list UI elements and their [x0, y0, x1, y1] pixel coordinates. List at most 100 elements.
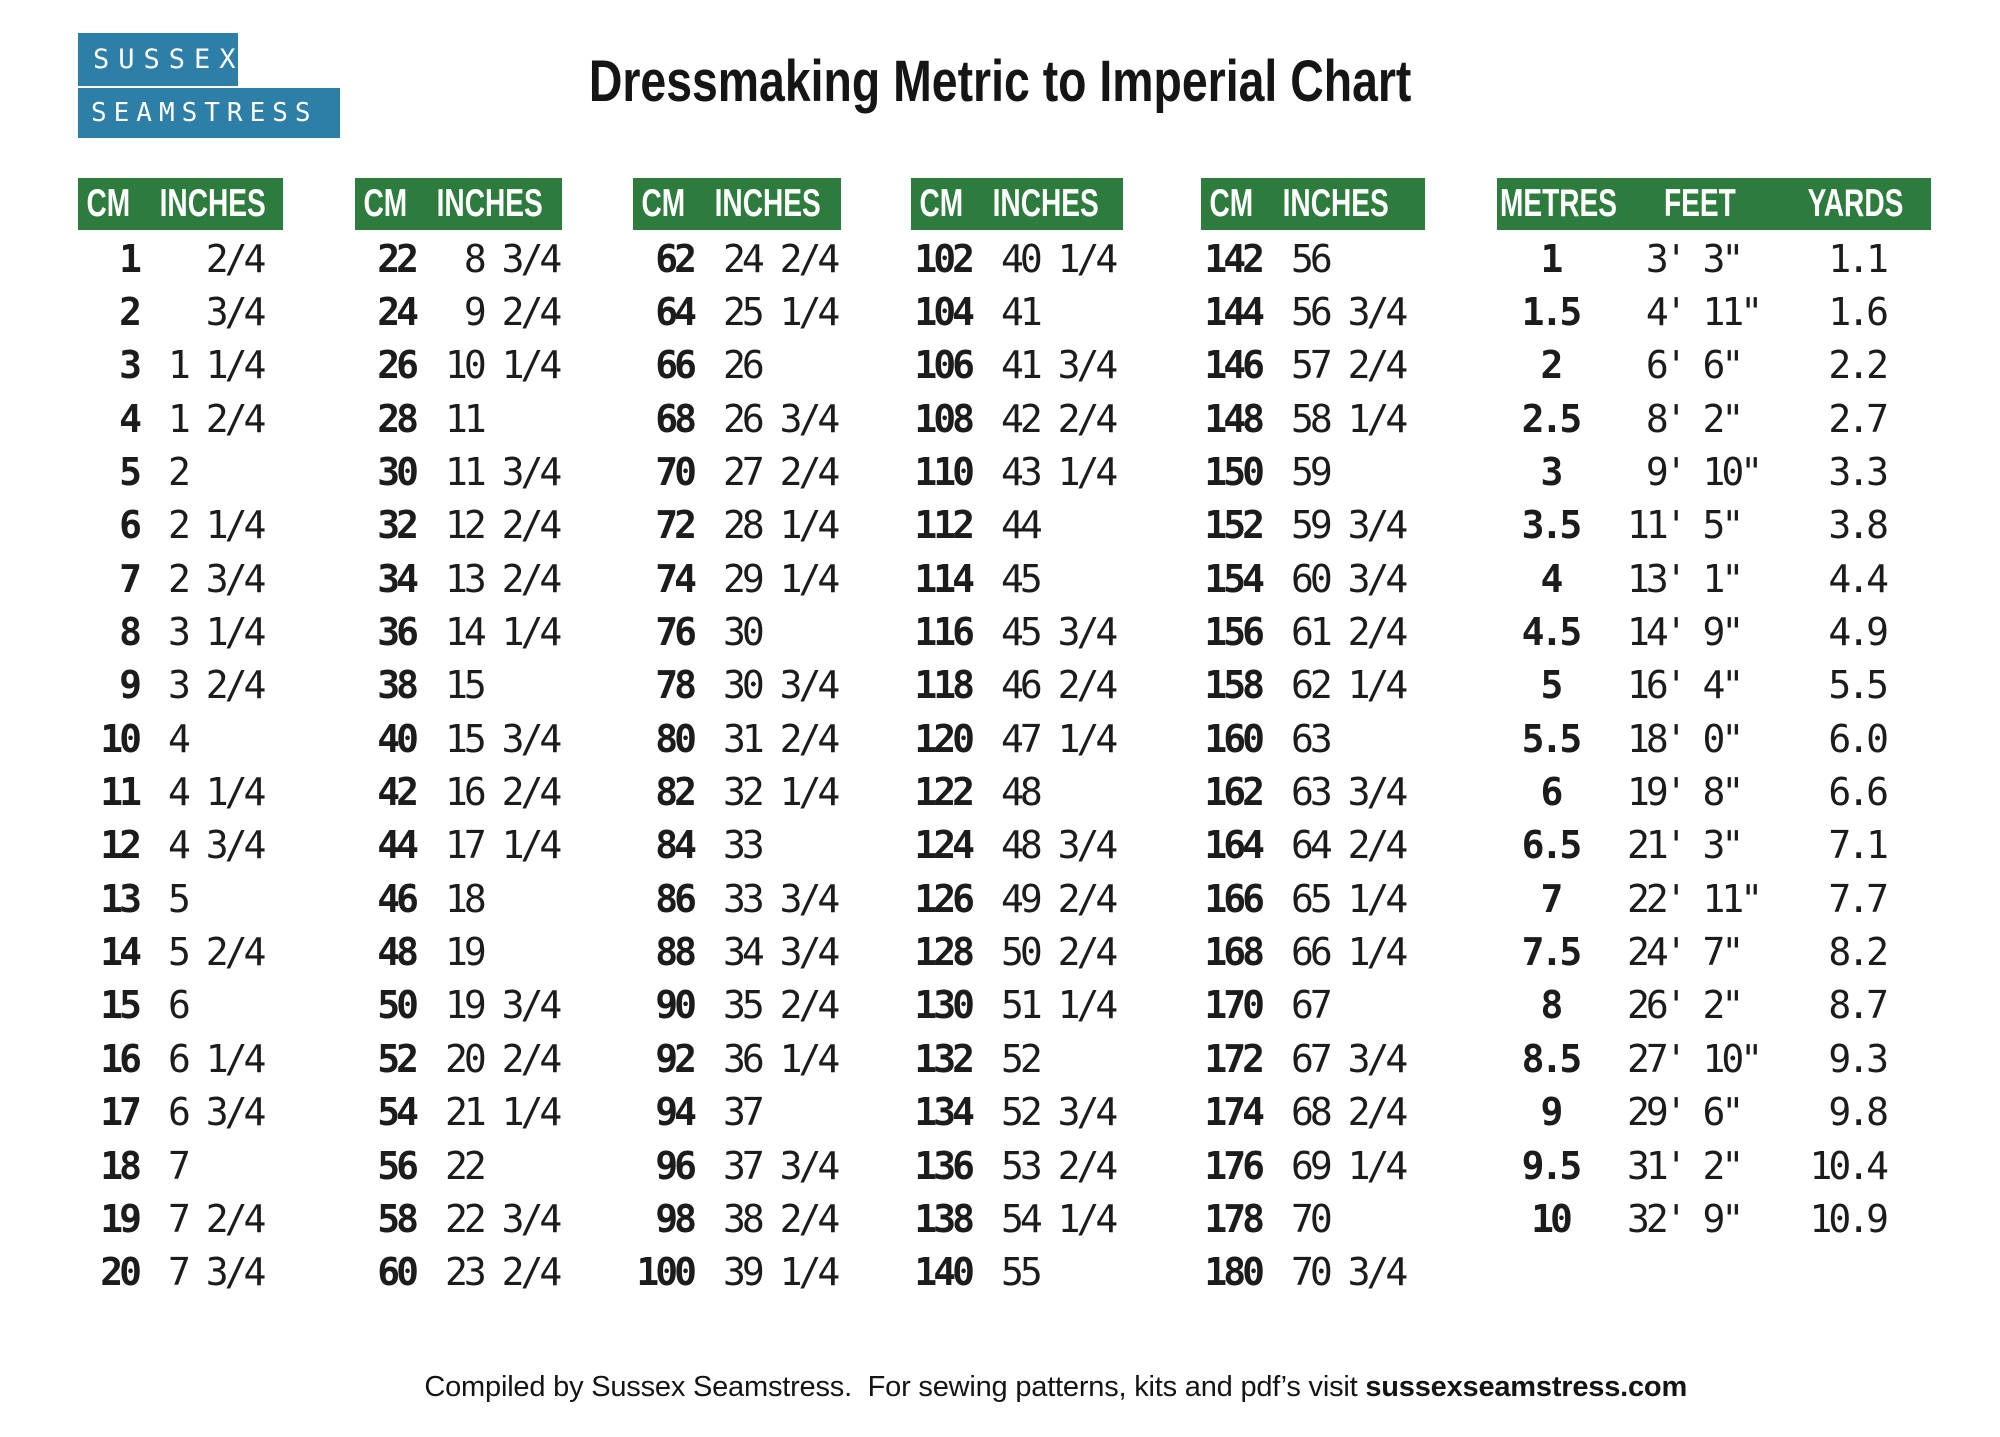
table-row: 60 23 2/4 — [355, 1246, 562, 1299]
metres-value: 9.5 — [1521, 1143, 1583, 1188]
cm-inches-table-1: CM INCHES 1 2/4 2 3/4 3 1 1/4 — [78, 178, 283, 1299]
column-header-yards: YARDS — [1807, 182, 1904, 225]
feet-value: 29' 6" — [1627, 1090, 1744, 1135]
inches-value: 63 3/4 — [1291, 770, 1408, 815]
table-row: 162 63 3/4 — [1201, 765, 1425, 818]
column-header-inches: INCHES — [436, 182, 543, 225]
table-row: 5 2 — [78, 445, 283, 498]
footer-text: Compiled by Sussex Seamstress. For sewin… — [424, 1371, 1366, 1403]
table-row: 1 3' 3" 1.1 — [1497, 232, 1931, 285]
table-row: 50 19 3/4 — [355, 979, 562, 1032]
table-row: 4.5 14' 9" 4.9 — [1497, 605, 1931, 658]
inches-value: 21 1/4 — [445, 1090, 562, 1135]
metres-value: 1.5 — [1521, 290, 1583, 335]
inches-value: 67 — [1291, 983, 1333, 1028]
metres-value: 2.5 — [1521, 396, 1583, 441]
cm-value: 82 — [655, 770, 697, 815]
inches-value: 3/4 — [168, 290, 267, 335]
table-row: 2 3/4 — [78, 285, 283, 338]
table-row: 52 20 2/4 — [355, 1032, 562, 1085]
cm-value: 78 — [655, 663, 697, 708]
feet-value: 8' 2" — [1627, 396, 1744, 441]
table-row: 88 34 3/4 — [633, 925, 841, 978]
cm-value: 38 — [377, 663, 419, 708]
table-row: 102 40 1/4 — [911, 232, 1123, 285]
table-body: 22 8 3/4 24 9 2/4 26 10 1/4 28 11 — [355, 232, 562, 1299]
inches-value: 25 1/4 — [723, 290, 840, 335]
inches-value: 59 — [1291, 450, 1333, 495]
metres-value: 7.5 — [1521, 930, 1583, 975]
yards-value: 8.2 — [1828, 930, 1889, 975]
cm-value: 8 — [119, 610, 142, 655]
table-row: 174 68 2/4 — [1201, 1086, 1425, 1139]
table-row: 6 2 1/4 — [78, 499, 283, 552]
inches-value: 35 2/4 — [723, 983, 840, 1028]
metres-value: 4.5 — [1521, 610, 1583, 655]
table-row: 3 9' 10" 3.3 — [1497, 445, 1931, 498]
feet-value: 21' 3" — [1627, 823, 1744, 868]
logo-line-seamstress: SEAMSTRESS — [78, 88, 340, 138]
table-row: 54 21 1/4 — [355, 1086, 562, 1139]
inches-value: 48 — [1001, 770, 1043, 815]
inches-value: 11 3/4 — [445, 450, 562, 495]
table-row: 116 45 3/4 — [911, 605, 1123, 658]
table-row: 11 4 1/4 — [78, 765, 283, 818]
table-row: 152 59 3/4 — [1201, 499, 1425, 552]
table-row: 24 9 2/4 — [355, 285, 562, 338]
metres-value: 3.5 — [1521, 503, 1583, 548]
yards-value: 7.7 — [1828, 876, 1889, 921]
table-row: 100 39 1/4 — [633, 1246, 841, 1299]
metres-value: 8.5 — [1521, 1036, 1583, 1081]
inches-value: 29 1/4 — [723, 556, 840, 601]
table-row: 7.5 24' 7" 8.2 — [1497, 925, 1931, 978]
table-row: 132 52 — [911, 1032, 1123, 1085]
table-row: 178 70 — [1201, 1192, 1425, 1245]
cm-value: 140 — [914, 1250, 975, 1295]
table-row: 140 55 — [911, 1246, 1123, 1299]
inches-value: 34 3/4 — [723, 930, 840, 975]
cm-value: 100 — [636, 1250, 697, 1295]
table-row: 112 44 — [911, 499, 1123, 552]
table-row: 82 32 1/4 — [633, 765, 841, 818]
yards-value: 10.4 — [1809, 1143, 1889, 1188]
inches-value: 59 3/4 — [1291, 503, 1408, 548]
cm-value: 118 — [914, 663, 975, 708]
table-header: CM INCHES — [355, 178, 562, 230]
cm-value: 17 — [100, 1090, 142, 1135]
table-row: 20 7 3/4 — [78, 1246, 283, 1299]
column-header-inches: INCHES — [714, 182, 821, 225]
table-row: 5.5 18' 0" 6.0 — [1497, 712, 1931, 765]
metres-value: 4 — [1540, 556, 1564, 601]
table-row: 2.5 8' 2" 2.7 — [1497, 392, 1931, 445]
cm-value: 110 — [914, 450, 975, 495]
table-row: 96 37 3/4 — [633, 1139, 841, 1192]
yards-value: 4.9 — [1828, 610, 1889, 655]
cm-value: 176 — [1204, 1143, 1265, 1188]
table-row: 136 53 2/4 — [911, 1139, 1123, 1192]
table-body: 1 2/4 2 3/4 3 1 1/4 4 1 2/4 — [78, 232, 283, 1299]
cm-value: 40 — [377, 716, 419, 761]
inches-value: 45 — [1001, 556, 1043, 601]
page-title-text: Dressmaking Metric to Imperial Chart — [588, 49, 1412, 114]
table-row: 114 45 — [911, 552, 1123, 605]
cm-value: 15 — [100, 983, 142, 1028]
inches-value: 5 2/4 — [168, 930, 266, 975]
table-row: 148 58 1/4 — [1201, 392, 1425, 445]
inches-value: 36 1/4 — [723, 1036, 840, 1081]
inches-value: 22 3/4 — [445, 1196, 562, 1241]
cm-value: 58 — [377, 1196, 419, 1241]
table-row: 180 70 3/4 — [1201, 1246, 1425, 1299]
yards-value: 7.1 — [1828, 823, 1889, 868]
table-row: 9.5 31' 2" 10.4 — [1497, 1139, 1931, 1192]
cm-value: 4 — [119, 396, 142, 441]
inches-value: 41 — [1001, 290, 1043, 335]
inches-value: 66 1/4 — [1291, 930, 1408, 975]
cm-value: 5 — [119, 450, 142, 495]
feet-value: 6' 6" — [1627, 343, 1744, 388]
cm-value: 146 — [1204, 343, 1265, 388]
inches-value: 51 1/4 — [1001, 983, 1118, 1028]
cm-value: 168 — [1204, 930, 1265, 975]
table-row: 15 6 — [78, 979, 283, 1032]
inches-value: 53 2/4 — [1001, 1143, 1118, 1188]
feet-value: 11' 5" — [1627, 503, 1744, 548]
